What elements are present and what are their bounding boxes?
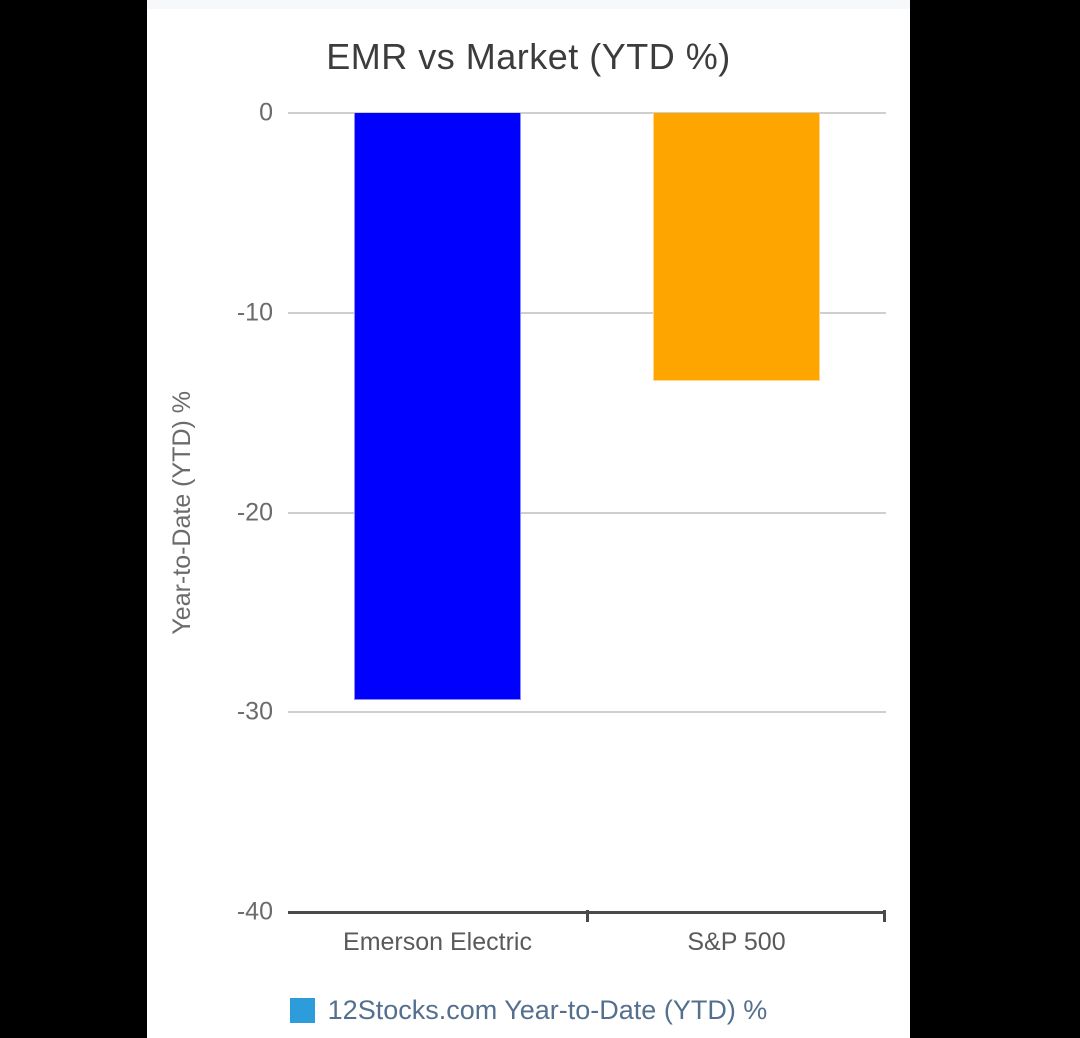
plot-area bbox=[288, 112, 886, 922]
x-category-labels: Emerson Electric S&P 500 bbox=[288, 928, 886, 957]
y-tick-label-0: 0 bbox=[259, 98, 273, 127]
bar-s-p-500[interactable] bbox=[653, 113, 820, 381]
x-label-s-p-500: S&P 500 bbox=[687, 928, 786, 956]
gridline-y-30 bbox=[288, 711, 886, 714]
legend[interactable]: 12Stocks.com Year-to-Date (YTD) % bbox=[147, 990, 910, 1030]
gridline-y-10 bbox=[288, 311, 886, 314]
y-tick-label--20: -20 bbox=[236, 498, 273, 526]
bar-emerson-electric[interactable] bbox=[354, 113, 521, 701]
y-tick-labels: 0 -10 -20 -30 -40 bbox=[147, 99, 273, 926]
x-label-emerson-electric: Emerson Electric bbox=[343, 928, 532, 956]
chart-card: EMR vs Market (YTD %) Year-to-Date (YTD)… bbox=[147, 0, 910, 1038]
chart-title: EMR vs Market (YTD %) bbox=[326, 36, 731, 77]
legend-swatch-icon bbox=[289, 997, 315, 1023]
legend-label: 12Stocks.com Year-to-Date (YTD) % bbox=[327, 994, 768, 1025]
top-strip bbox=[147, 0, 910, 9]
axis-tick-1 bbox=[883, 910, 886, 922]
letterbox-left bbox=[0, 0, 147, 1038]
y-tick-label--40: -40 bbox=[236, 897, 273, 926]
y-tick-label--10: -10 bbox=[236, 298, 273, 327]
gridline-y-20 bbox=[288, 511, 886, 514]
y-tick-label--30: -30 bbox=[236, 697, 273, 726]
axis-tick-0 bbox=[585, 910, 589, 922]
letterbox-right bbox=[910, 0, 1080, 1038]
gridline-y0 bbox=[288, 112, 886, 114]
